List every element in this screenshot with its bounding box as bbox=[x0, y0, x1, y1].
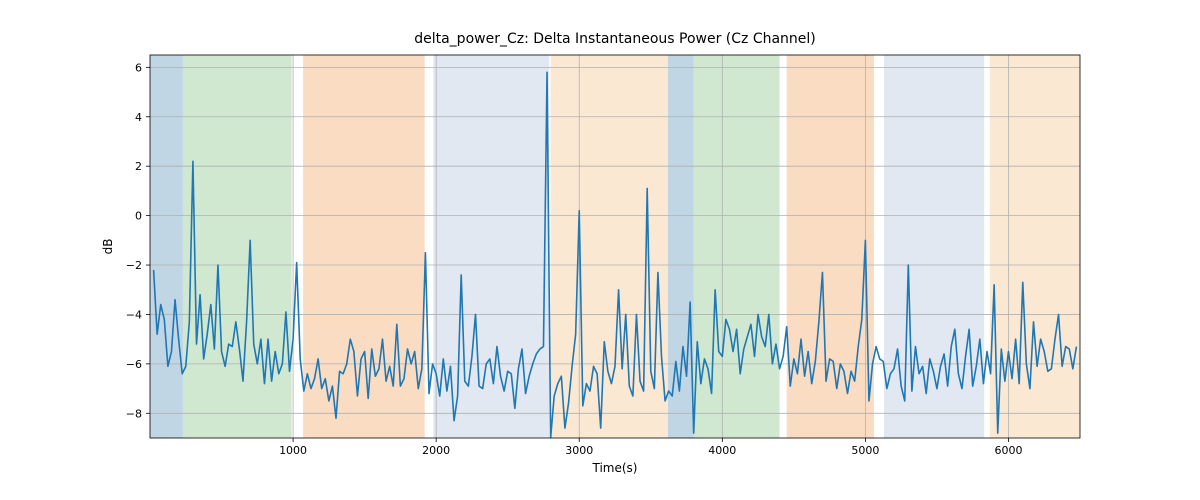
svg-text:6: 6 bbox=[135, 61, 142, 74]
delta-power-chart: 1000 2000 3000 4000 5000 6000 −8 −6 −4 −2 0 2 4 6 Time… bbox=[0, 0, 1200, 500]
svg-text:3000: 3000 bbox=[565, 444, 593, 457]
svg-text:−8: −8 bbox=[126, 407, 142, 420]
svg-text:−4: −4 bbox=[126, 308, 142, 321]
svg-text:−2: −2 bbox=[126, 259, 142, 272]
y-axis-label: dB bbox=[101, 239, 115, 255]
x-axis-label: Time(s) bbox=[592, 461, 638, 475]
svg-text:1000: 1000 bbox=[279, 444, 307, 457]
svg-text:2000: 2000 bbox=[422, 444, 450, 457]
svg-text:−6: −6 bbox=[126, 358, 142, 371]
svg-text:2: 2 bbox=[135, 160, 142, 173]
svg-text:5000: 5000 bbox=[851, 444, 879, 457]
svg-text:6000: 6000 bbox=[994, 444, 1022, 457]
svg-text:4: 4 bbox=[135, 111, 142, 124]
svg-text:0: 0 bbox=[135, 210, 142, 223]
svg-text:4000: 4000 bbox=[708, 444, 736, 457]
chart-title: delta_power_Cz: Delta Instantaneous Powe… bbox=[414, 31, 816, 47]
